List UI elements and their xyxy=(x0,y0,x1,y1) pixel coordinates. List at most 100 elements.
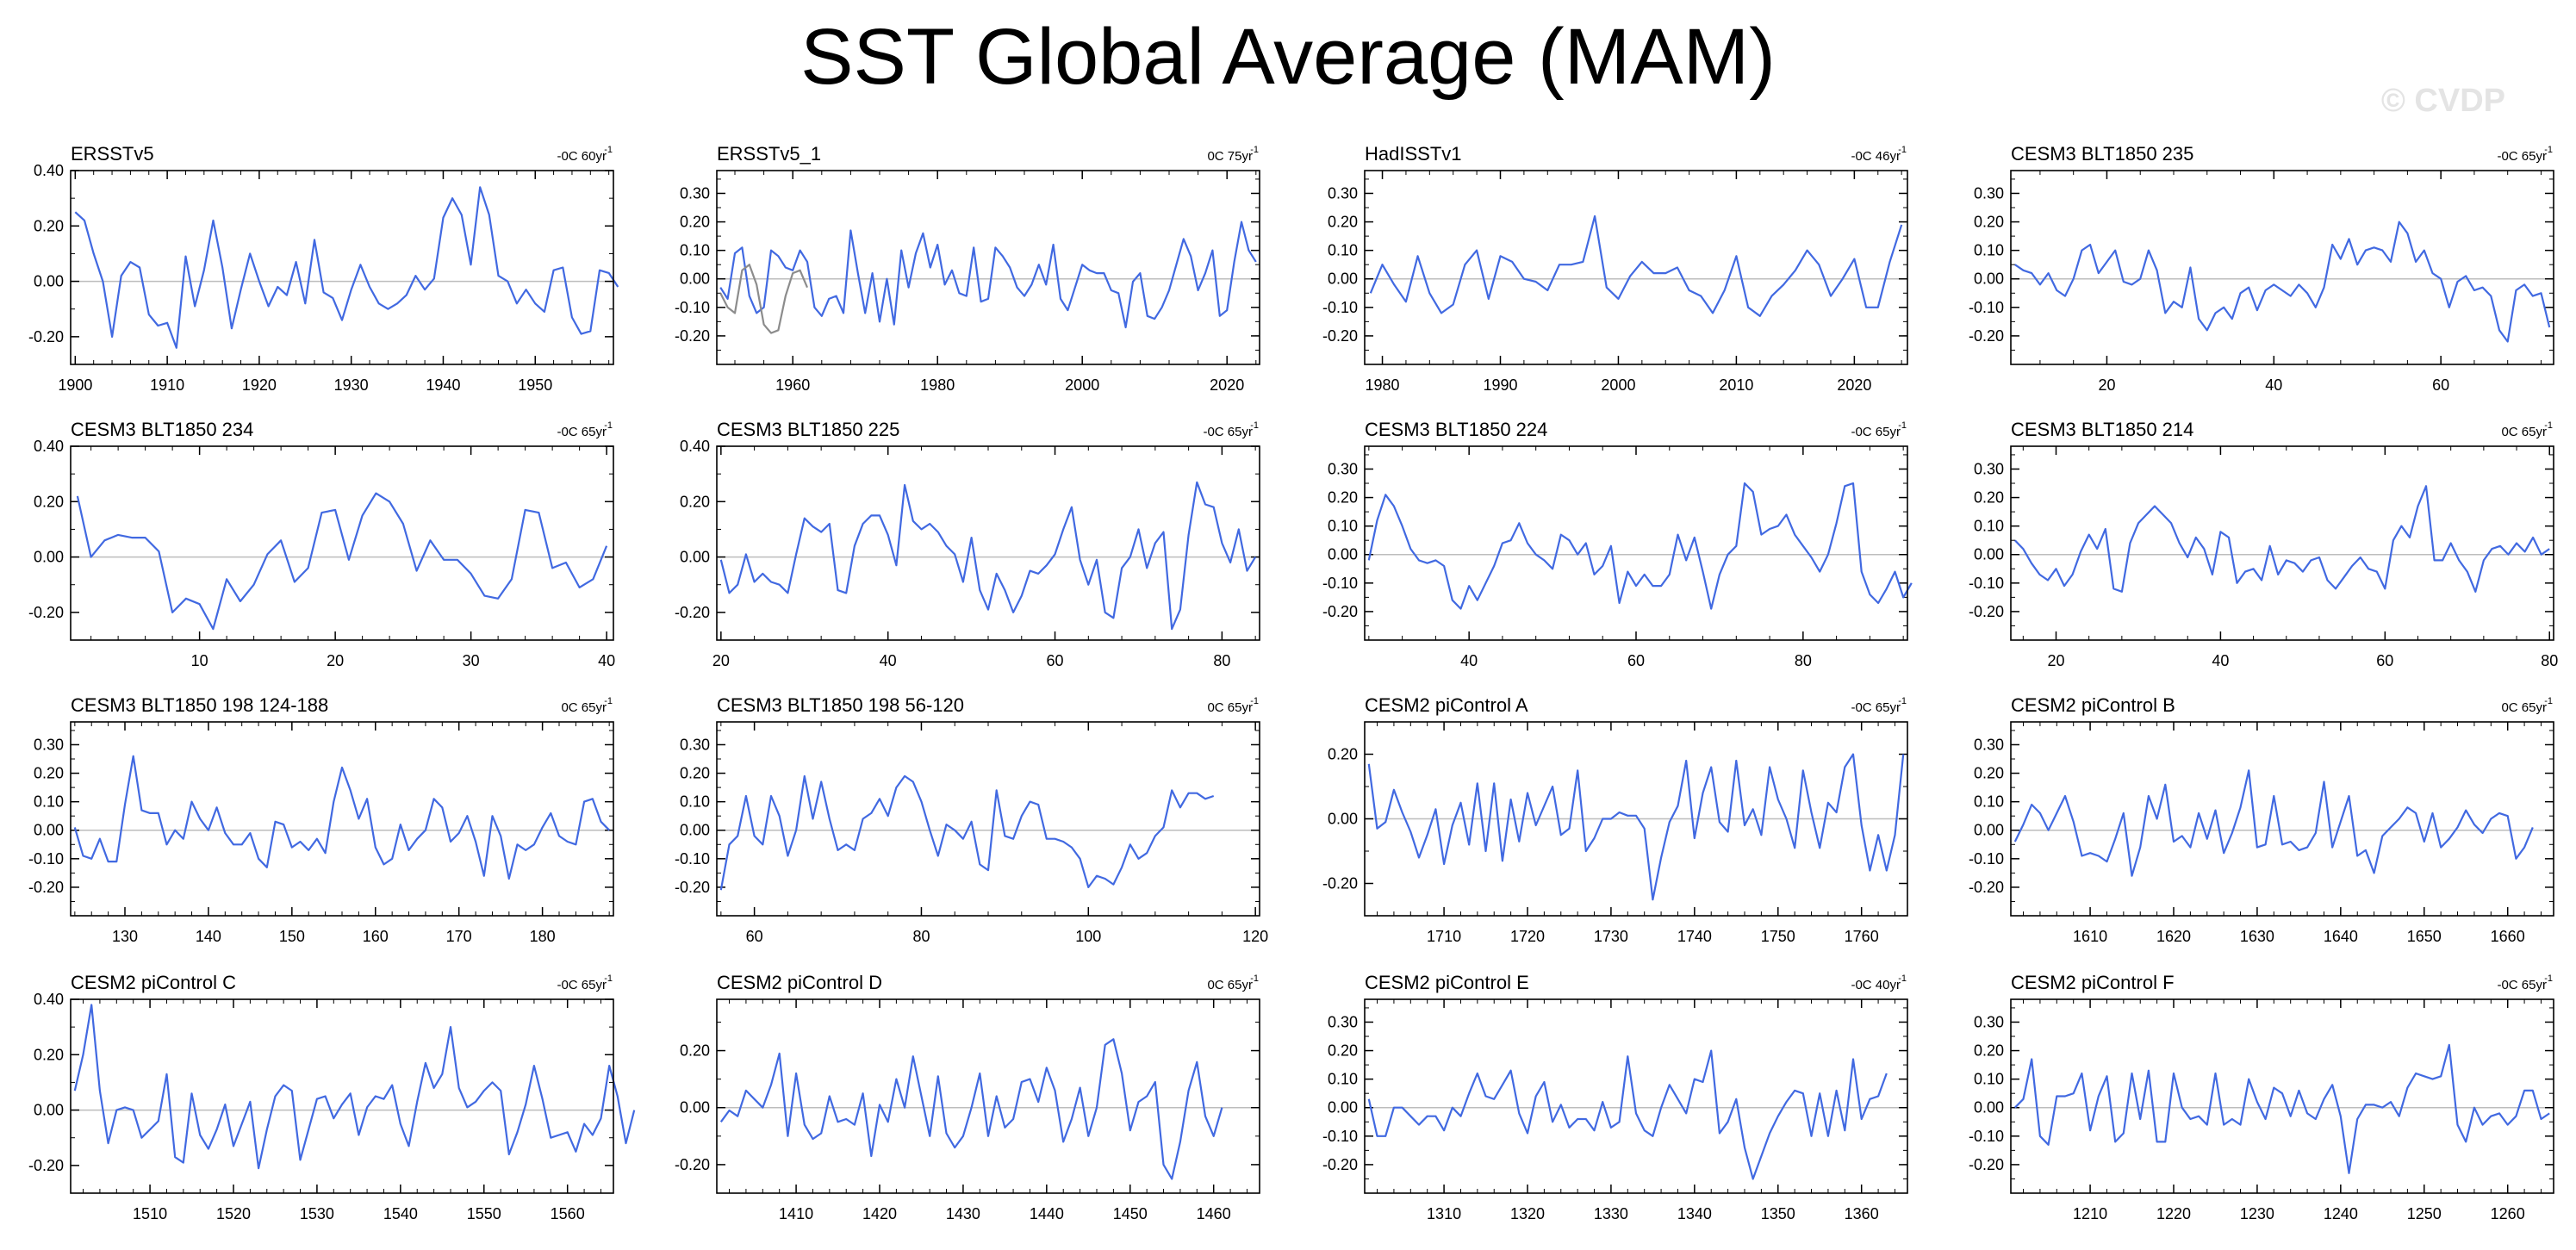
x-tick-label: 1710 xyxy=(1427,928,1461,945)
panel-frame xyxy=(716,170,1260,365)
x-tick-label: 60 xyxy=(2432,376,2449,394)
y-tick-label: 0.00 xyxy=(1974,271,2004,288)
y-tick-label: 0.20 xyxy=(1974,489,2004,507)
y-tick-label: -0.20 xyxy=(1322,327,1358,345)
panel-trend-exponent: -1 xyxy=(1250,973,1259,984)
y-tick-label: -0.10 xyxy=(1969,1128,2004,1145)
x-tick-label: 2000 xyxy=(1065,376,1099,394)
panel-6: CESM3 BLT1850 225 -0C 65yr-1 -0.20 0.00 0.20… xyxy=(675,419,1260,669)
panel-title: CESM2 piControl E xyxy=(1365,972,1529,993)
panel-10: CESM3 BLT1850 198 56-120 0C 65yr-1 -0.20 -0… xyxy=(675,694,1268,945)
y-tick-label: -0.20 xyxy=(675,879,710,896)
panel-trend-label: 0C 65yr xyxy=(561,700,607,715)
y-tick-label: 0.30 xyxy=(1974,736,2004,753)
x-tick-label: 1910 xyxy=(150,376,184,394)
y-tick-label: -0.20 xyxy=(675,327,710,345)
x-tick-label: 120 xyxy=(1242,928,1268,945)
y-tick-label: 0.30 xyxy=(1974,1013,2004,1030)
x-tick-label: 1980 xyxy=(1366,376,1400,394)
y-tick-label: 0.40 xyxy=(34,438,64,455)
x-tick-label: 1960 xyxy=(775,376,810,394)
y-tick-label: -0.10 xyxy=(1322,1128,1358,1145)
panel-title: HadISSTv1 xyxy=(1365,143,1462,165)
panel-trend-exponent: -1 xyxy=(604,973,613,984)
x-tick-label: 1340 xyxy=(1677,1205,1712,1222)
panel-title: CESM3 BLT1850 234 xyxy=(71,419,253,440)
panel-title: CESM2 piControl F xyxy=(2011,972,2175,993)
y-tick-label: 0.10 xyxy=(1974,242,2004,259)
x-tick-label: 1330 xyxy=(1594,1205,1628,1222)
x-tick-label: 2020 xyxy=(1837,376,1871,394)
x-tick-label: 30 xyxy=(463,652,480,669)
y-tick-label: 0.30 xyxy=(680,184,710,202)
x-tick-label: 1530 xyxy=(300,1205,334,1222)
panel-frame xyxy=(1364,998,1908,1194)
panel-title: CESM2 piControl D xyxy=(717,972,882,993)
panel-title: ERSSTv5 xyxy=(71,143,154,165)
x-tick-label: 100 xyxy=(1075,928,1101,945)
y-tick-label: 0.00 xyxy=(34,1102,64,1119)
panel-frame xyxy=(716,445,1260,641)
y-tick-label: 0.20 xyxy=(1974,1042,2004,1060)
y-tick-label: 0.30 xyxy=(1328,184,1358,202)
panel-frame xyxy=(716,721,1260,917)
y-tick-label: 0.30 xyxy=(1974,460,2004,477)
y-tick-label: -0.20 xyxy=(1322,1156,1358,1173)
x-tick-label: 20 xyxy=(2098,376,2115,394)
panel-title: CESM3 BLT1850 198 124-188 xyxy=(71,694,328,716)
y-tick-label: 0.30 xyxy=(680,736,710,753)
chart-title: SST Global Average (MAM) xyxy=(800,13,1776,101)
x-tick-label: 1920 xyxy=(242,376,277,394)
x-tick-label: 40 xyxy=(880,652,897,669)
panel-15: CESM2 piControl E -0C 40yr-1 -0.20 -0.10 0.0… xyxy=(1322,972,1908,1222)
x-tick-label: 1620 xyxy=(2156,928,2191,945)
y-tick-label: 0.00 xyxy=(34,549,64,566)
y-tick-label: 0.00 xyxy=(680,1099,710,1116)
panel-frame xyxy=(70,998,614,1194)
x-tick-label: 150 xyxy=(279,928,305,945)
x-tick-label: 1950 xyxy=(518,376,552,394)
x-tick-label: 80 xyxy=(1213,652,1230,669)
panel-trend-label: -0C 60yr xyxy=(557,149,607,164)
x-tick-label: 1520 xyxy=(216,1205,251,1222)
x-tick-label: 130 xyxy=(112,928,138,945)
y-tick-label: 0.00 xyxy=(680,549,710,566)
y-tick-label: 0.40 xyxy=(34,162,64,179)
panel-frame xyxy=(70,445,614,641)
panel-frame xyxy=(70,170,614,365)
y-tick-label: 0.10 xyxy=(1974,1071,2004,1088)
x-tick-label: 40 xyxy=(2265,376,2282,394)
y-tick-label: 0.20 xyxy=(1328,214,1358,231)
panel-trend-exponent: -1 xyxy=(2544,420,2553,431)
y-tick-label: -0.20 xyxy=(1322,875,1358,892)
x-tick-label: 1540 xyxy=(383,1205,418,1222)
series-line xyxy=(73,1004,636,1170)
panel-trend-exponent: -1 xyxy=(2544,973,2553,984)
cvdp-watermark: © CVDP xyxy=(2380,83,2505,119)
y-tick-label: -0.10 xyxy=(675,299,710,316)
y-tick-label: 0.10 xyxy=(1974,518,2004,535)
x-tick-label: 1610 xyxy=(2073,928,2107,945)
x-tick-label: 20 xyxy=(327,652,344,669)
panel-frame xyxy=(2010,445,2554,641)
panel-12: CESM2 piControl B 0C 65yr-1 -0.20 -0.10 0.00… xyxy=(1969,694,2554,945)
x-tick-label: 1220 xyxy=(2156,1205,2191,1222)
y-tick-label: -0.20 xyxy=(28,604,64,621)
y-tick-label: 0.20 xyxy=(34,493,64,510)
x-tick-label: 1510 xyxy=(133,1205,167,1222)
y-tick-label: -0.10 xyxy=(1322,299,1358,316)
x-tick-label: 1760 xyxy=(1845,928,1879,945)
panel-title: CESM3 BLT1850 235 xyxy=(2011,143,2193,165)
y-tick-label: 0.00 xyxy=(1328,546,1358,563)
y-tick-label: 0.00 xyxy=(1974,546,2004,563)
panel-16: CESM2 piControl F -0C 65yr-1 -0.20 -0.10 0.0… xyxy=(1969,972,2554,1222)
panel-frame xyxy=(70,721,614,917)
x-tick-label: 10 xyxy=(191,652,208,669)
y-tick-label: -0.20 xyxy=(1969,603,2004,620)
y-tick-label: 0.00 xyxy=(680,822,710,839)
panel-4: CESM3 BLT1850 235 -0C 65yr-1 -0.20 -0.10 0.0… xyxy=(1969,143,2554,394)
x-tick-label: 80 xyxy=(1795,652,1812,669)
panel-trend-label: -0C 46yr xyxy=(1851,149,1901,164)
panel-trend-label: -0C 65yr xyxy=(557,978,607,992)
y-tick-label: 0.30 xyxy=(1328,460,1358,477)
